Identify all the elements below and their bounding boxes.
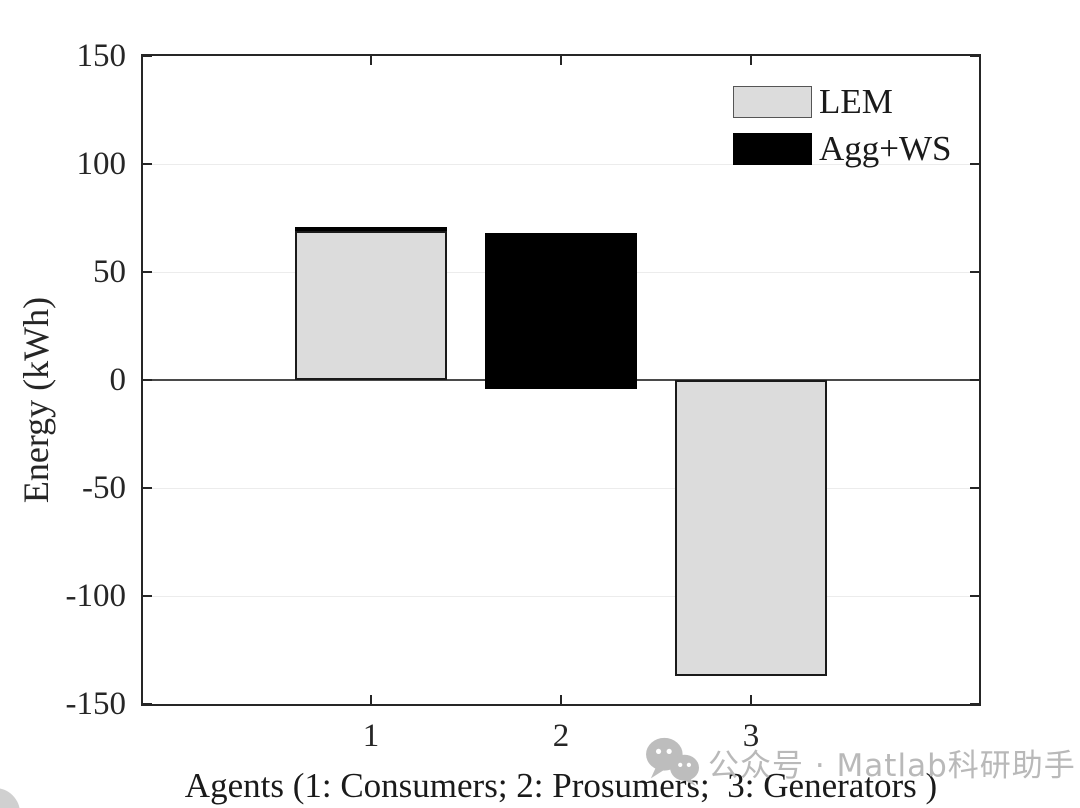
- y-tick-label: 0: [109, 362, 127, 398]
- legend-label-lem: LEM: [819, 82, 893, 121]
- bar-lem-agent3: [675, 380, 827, 676]
- plot-area: [141, 54, 981, 706]
- legend-swatch-aggws: [733, 133, 812, 165]
- y-tick-label: -150: [65, 686, 127, 722]
- y-tick: [970, 703, 979, 705]
- y-tick-label: 50: [93, 254, 126, 290]
- x-tick: [370, 695, 372, 704]
- watermark: 公众号 · Matlab科研助手: [644, 736, 1076, 788]
- x-tick-label: 2: [552, 718, 570, 754]
- bar-lem-agent1: [295, 230, 447, 380]
- y-tick: [970, 271, 979, 273]
- y-tick: [143, 55, 152, 57]
- y-tick-label: 150: [76, 38, 127, 74]
- y-tick: [143, 595, 152, 597]
- y-tick: [143, 163, 152, 165]
- x-tick-label: 1: [362, 718, 380, 754]
- y-tick: [143, 487, 152, 489]
- y-tick: [970, 487, 979, 489]
- wechat-icon: [646, 737, 699, 787]
- x-axis-label: Agents (1: Consumers; 2: Prosumers; 3: G…: [184, 766, 938, 805]
- y-gridline: [143, 487, 979, 489]
- legend-item-lem: LEM: [733, 84, 952, 120]
- x-tick: [560, 695, 562, 704]
- x-tick: [370, 56, 372, 65]
- y-tick: [970, 163, 979, 165]
- watermark-text: 公众号 · Matlab科研助手: [708, 747, 1076, 784]
- legend-item-aggws: Agg+WS: [733, 131, 952, 167]
- y-tick: [143, 703, 152, 705]
- y-tick: [970, 55, 979, 57]
- x-tick: [560, 56, 562, 65]
- legend-swatch-lem: [733, 86, 812, 118]
- y-tick-label: -100: [65, 578, 127, 614]
- x-tick: [750, 56, 752, 65]
- y-tick: [143, 271, 152, 273]
- x-tick-label: 3: [742, 718, 760, 754]
- y-gridline: [143, 595, 979, 597]
- legend: LEM Agg+WS: [733, 84, 952, 178]
- y-tick: [143, 379, 152, 381]
- legend-label-aggws: Agg+WS: [819, 129, 952, 168]
- y-tick: [970, 595, 979, 597]
- bar-aggws-agent2: [485, 233, 637, 389]
- y-tick-label: -50: [82, 470, 126, 506]
- corner-arc-decoration: [0, 788, 20, 808]
- y-tick: [970, 379, 979, 381]
- x-tick: [750, 695, 752, 704]
- y-gridline: [143, 163, 979, 165]
- y-tick-label: 100: [76, 146, 127, 182]
